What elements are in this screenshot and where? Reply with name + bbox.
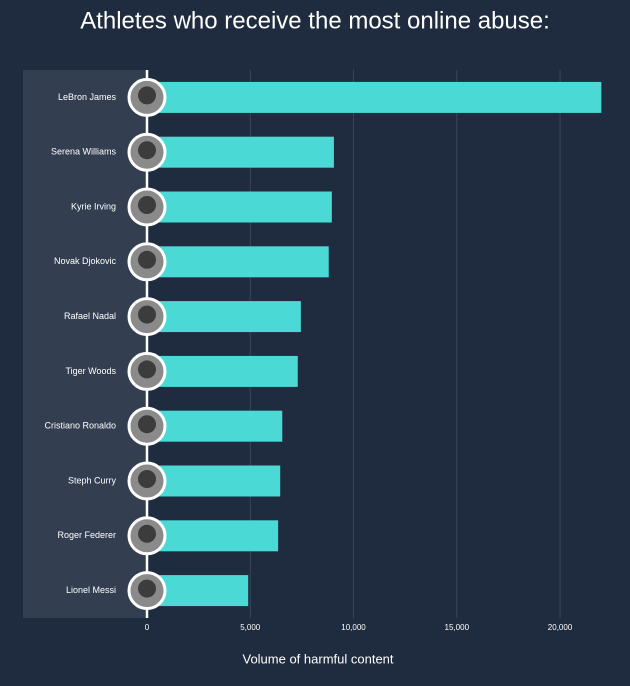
x-tick-label: 0 [145, 623, 150, 632]
y-tick-label: Rafael Nadal [64, 311, 116, 321]
avatar-face [138, 579, 156, 598]
y-tick-label: Tiger Woods [65, 366, 116, 376]
x-tick-label: 5,000 [240, 623, 261, 632]
chart-title: Athletes who receive the most online abu… [80, 7, 550, 34]
y-tick-label: Serena Williams [51, 147, 117, 157]
avatar-face [138, 196, 156, 214]
x-tick-label: 20,000 [548, 623, 573, 632]
y-tick-label: Steph Curry [68, 475, 117, 485]
avatar-face [138, 524, 156, 543]
bar [147, 465, 281, 497]
bar [147, 246, 329, 278]
avatar-face [138, 86, 156, 105]
x-axis-label: Volume of harmful content [242, 651, 393, 666]
avatar-face [138, 141, 156, 160]
y-tick-label: Roger Federer [57, 530, 116, 540]
bar [147, 520, 279, 552]
avatar-face [138, 360, 156, 379]
y-tick-label: LeBron James [58, 92, 117, 102]
bar [147, 410, 283, 442]
y-tick-label: Cristiano Ronaldo [44, 421, 116, 431]
bar [147, 81, 602, 113]
bar [147, 355, 298, 387]
y-tick-label: Kyrie Irving [71, 201, 116, 211]
x-tick-label: 15,000 [445, 623, 470, 632]
bar [147, 191, 332, 223]
label-panel [23, 70, 147, 618]
avatar-face [138, 250, 156, 269]
bar [147, 301, 301, 333]
x-tick-label: 10,000 [341, 623, 366, 632]
y-tick-label: Lionel Messi [66, 585, 116, 595]
bar [147, 136, 334, 168]
avatar-face [138, 470, 156, 488]
y-tick-label: Novak Djokovic [54, 256, 117, 266]
avatar-face [138, 415, 156, 434]
avatar-face [138, 305, 156, 324]
